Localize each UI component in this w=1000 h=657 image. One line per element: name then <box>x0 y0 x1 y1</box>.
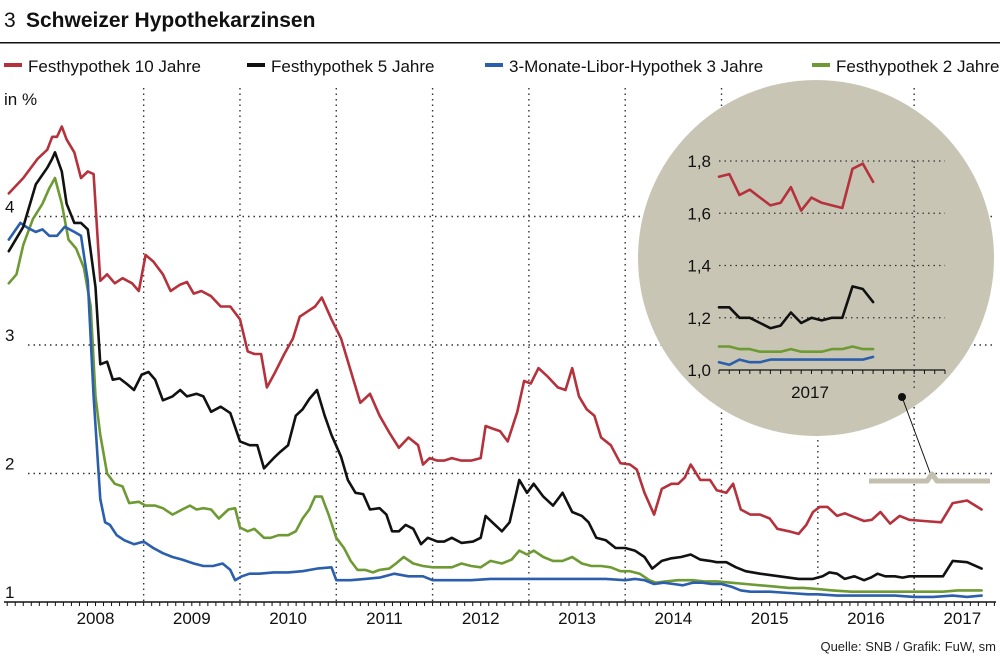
legend-swatch-libor-3 <box>485 63 503 67</box>
inset-x-label: 2017 <box>791 383 829 402</box>
inset-connector-line <box>901 396 933 479</box>
inset-range-bracket <box>869 471 990 484</box>
inset-y-tick-label: 1,0 <box>687 361 711 380</box>
x-tick-label: 2017 <box>943 609 981 628</box>
y-tick-label: 1 <box>5 583 14 602</box>
x-tick-label: 2015 <box>751 609 789 628</box>
series-line-festhypothek-5-jahre <box>7 151 983 582</box>
inset-series-line-3-monate-libor-hypothek-3-jahre <box>717 355 875 367</box>
y-tick-label: 2 <box>5 455 14 474</box>
title-divider <box>0 42 1000 44</box>
x-tick-label: 2016 <box>847 609 885 628</box>
inset-grid <box>719 160 945 390</box>
x-tick-label: 2012 <box>462 609 500 628</box>
inset-y-tick-label: 1,4 <box>687 257 711 276</box>
x-tick-label: 2011 <box>366 609 403 628</box>
inset-y-tick-label: 1,8 <box>687 152 711 171</box>
x-tick-label: 2008 <box>77 609 115 628</box>
grid-layer <box>28 88 996 602</box>
legend-label-festhypothek-5: Festhypothek 5 Jahre <box>271 57 434 76</box>
inset-axis: 1,0 1,2 1,4 1,6 1,8 <box>687 152 946 380</box>
x-tick-label: 2013 <box>558 609 596 628</box>
legend-swatch-festhypothek-2 <box>812 63 830 67</box>
legend-swatch-festhypothek-5 <box>247 63 265 67</box>
x-tick-label: 2010 <box>269 609 307 628</box>
inset-zoom: 1,0 1,2 1,4 1,6 1,8 2017 <box>638 80 994 436</box>
series-line-festhypothek-10-jahre <box>7 125 983 536</box>
series-layer <box>7 125 983 599</box>
legend: Festhypothek 10 Jahre Festhypothek 5 Jah… <box>4 57 999 76</box>
series-line-festhypothek-2-jahre <box>7 176 983 593</box>
inset-series-line-festhypothek-10-jahre <box>717 162 875 212</box>
legend-label-libor-3: 3-Monate-Libor-Hypothek 3 Jahre <box>509 57 763 76</box>
y-axis-label: in % <box>4 90 37 109</box>
inset-connector <box>869 393 990 484</box>
x-tick-label: 2009 <box>173 609 211 628</box>
legend-label-festhypothek-2: Festhypothek 2 Jahre <box>836 57 999 76</box>
source-note: Quelle: SNB / Grafik: FuW, sm <box>820 639 996 654</box>
series-line-3-monate-libor-hypothek-3-jahre <box>7 221 983 599</box>
inset-series-line-festhypothek-2-jahre <box>717 345 875 353</box>
inset-y-tick-label: 1,6 <box>687 204 711 223</box>
y-tick-label: 3 <box>5 326 14 345</box>
x-tick-label: 2014 <box>654 609 692 628</box>
figure-number: 3 <box>4 9 16 32</box>
legend-label-festhypothek-10: Festhypothek 10 Jahre <box>28 57 201 76</box>
inset-y-tick-label: 1,2 <box>687 309 711 328</box>
chart-title: Schweizer Hypothekarzinsen <box>26 9 315 32</box>
axis-layer: 2008 2009 2010 2011 2012 2013 2014 2015 2016 2017… <box>4 198 996 628</box>
y-tick-label: 4 <box>5 198 14 217</box>
inset-series <box>717 162 875 367</box>
legend-swatch-festhypothek-10 <box>4 63 22 67</box>
inset-series-line-festhypothek-5-jahre <box>717 285 875 330</box>
